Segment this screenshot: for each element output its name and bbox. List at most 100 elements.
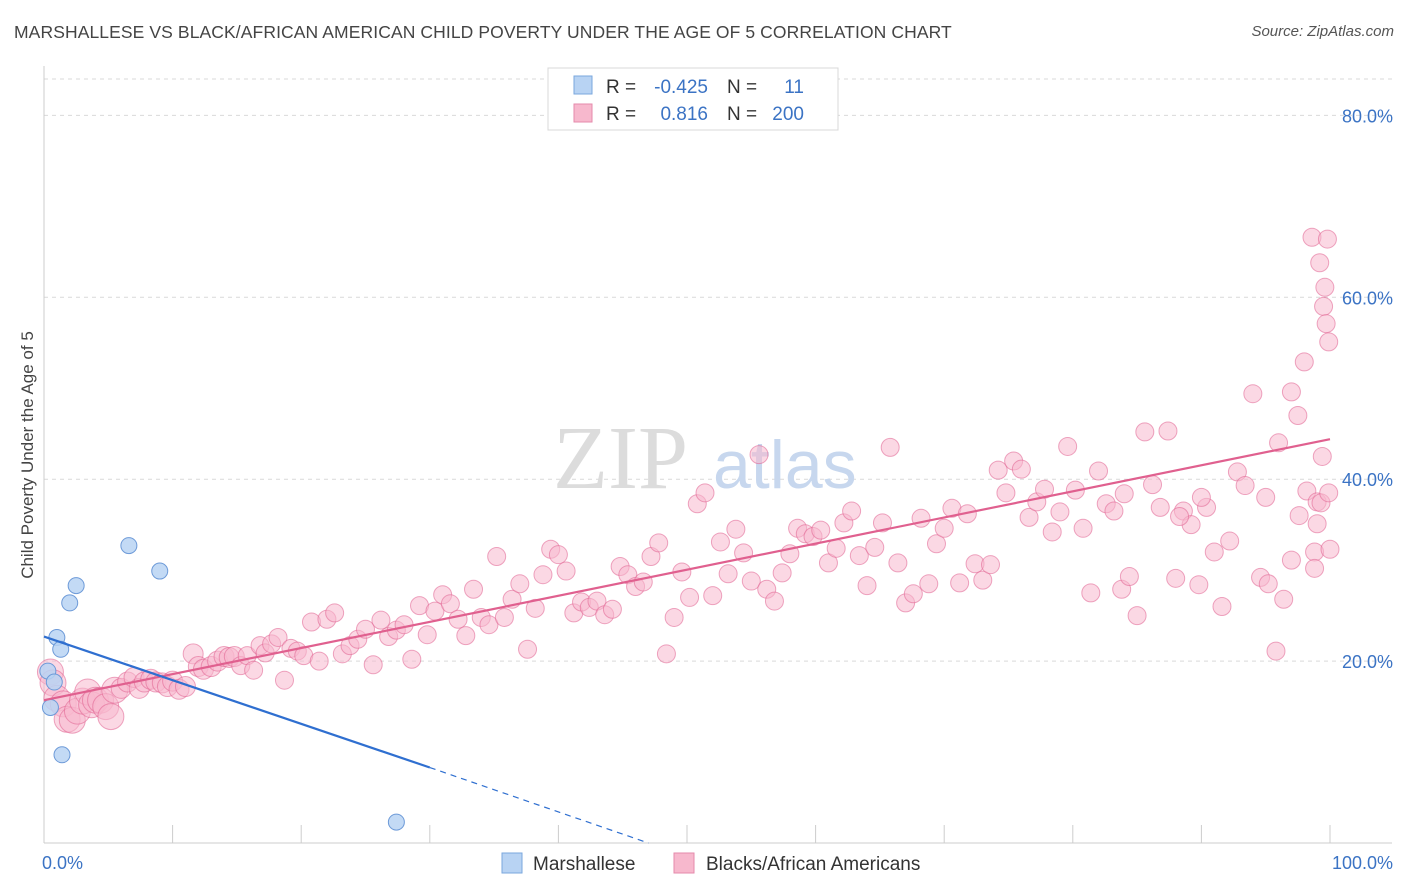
data-point-blacks bbox=[518, 639, 538, 659]
data-point-blacks bbox=[1114, 484, 1134, 504]
data-point-blacks bbox=[1269, 433, 1289, 453]
data-point-blacks bbox=[548, 545, 568, 565]
data-point-blacks bbox=[1305, 558, 1325, 578]
legend-r-label: R = bbox=[606, 104, 636, 125]
data-point-blacks bbox=[1289, 506, 1309, 526]
data-point-blacks bbox=[1204, 542, 1224, 562]
data-point-blacks bbox=[1089, 461, 1109, 481]
y-tick-label: 60.0% bbox=[1342, 288, 1393, 308]
legend-n-label: N = bbox=[727, 77, 757, 98]
data-point-blacks bbox=[525, 598, 545, 618]
data-point-blacks bbox=[1310, 253, 1330, 273]
data-point-blacks bbox=[1312, 446, 1332, 466]
trend-lines bbox=[43, 438, 1331, 844]
data-point-blacks bbox=[872, 513, 892, 533]
data-point-marshallese bbox=[387, 813, 405, 831]
legend-swatch-blacks bbox=[673, 852, 695, 874]
data-point-blacks bbox=[1143, 475, 1163, 495]
data-point-blacks bbox=[718, 564, 738, 584]
x-tick-label: 100.0% bbox=[1332, 853, 1393, 873]
data-point-blacks bbox=[1191, 487, 1211, 507]
data-point-blacks bbox=[973, 570, 993, 590]
data-point-blacks bbox=[1266, 641, 1286, 661]
legend-r-value: -0.425 bbox=[654, 77, 708, 98]
data-point-blacks bbox=[664, 607, 684, 627]
data-point-blacks bbox=[402, 649, 422, 669]
data-point-blacks bbox=[1319, 332, 1339, 352]
data-point-blacks bbox=[417, 625, 437, 645]
y-tick-label: 20.0% bbox=[1342, 652, 1393, 672]
data-point-blacks bbox=[1081, 583, 1101, 603]
data-point-blacks bbox=[1119, 567, 1139, 587]
data-point-blacks bbox=[1050, 502, 1070, 522]
data-point-blacks bbox=[556, 561, 576, 581]
series-blacks-african-americans bbox=[36, 227, 1340, 734]
data-point-marshallese bbox=[67, 577, 85, 595]
legend-label-marshallese: Marshallese bbox=[533, 854, 635, 875]
data-point-blacks bbox=[1212, 597, 1232, 617]
series-legend: Marshallese Blacks/African Americans bbox=[501, 852, 920, 875]
data-point-blacks bbox=[1170, 506, 1190, 526]
legend-r-label: R = bbox=[606, 77, 636, 98]
data-point-blacks bbox=[1127, 606, 1147, 626]
data-point-blacks bbox=[1243, 384, 1263, 404]
data-point-blacks bbox=[1319, 483, 1339, 503]
legend-n-value: 200 bbox=[772, 104, 804, 125]
data-point-blacks bbox=[440, 594, 460, 614]
data-point-blacks bbox=[842, 501, 862, 521]
data-point-marshallese bbox=[151, 562, 169, 580]
series-marshallese bbox=[39, 537, 405, 831]
chart-title: MARSHALLESE VS BLACK/AFRICAN AMERICAN CH… bbox=[14, 22, 952, 42]
data-point-blacks bbox=[656, 644, 676, 664]
axes bbox=[43, 66, 1392, 844]
data-point-blacks bbox=[1256, 487, 1276, 507]
data-point-blacks bbox=[1320, 539, 1340, 559]
data-point-blacks bbox=[1316, 314, 1336, 334]
source-label: Source: ZipAtlas.com bbox=[1251, 23, 1394, 40]
watermark-atlas: atlas bbox=[713, 427, 857, 503]
gridlines bbox=[44, 78, 1392, 662]
data-point-blacks bbox=[325, 603, 345, 623]
data-point-blacks bbox=[1315, 277, 1335, 297]
legend-n-label: N = bbox=[727, 104, 757, 125]
data-point-blacks bbox=[1042, 522, 1062, 542]
data-point-blacks bbox=[741, 571, 761, 591]
data-point-blacks bbox=[1158, 421, 1178, 441]
data-point-blacks bbox=[1281, 382, 1301, 402]
data-point-blacks bbox=[1294, 352, 1314, 372]
data-point-marshallese bbox=[45, 673, 63, 691]
x-tick-label: 0.0% bbox=[42, 853, 83, 873]
data-point-blacks bbox=[301, 612, 321, 632]
tick-labels: 20.0% 40.0% 60.0% 80.0% 0.0% 100.0% bbox=[42, 106, 1393, 873]
data-point-blacks bbox=[1019, 507, 1039, 527]
legend-swatch-pink bbox=[573, 103, 593, 123]
data-point-blacks bbox=[1274, 589, 1294, 609]
data-point-blacks bbox=[456, 626, 476, 646]
data-point-blacks bbox=[533, 565, 553, 585]
data-point-blacks bbox=[464, 579, 484, 599]
data-point-blacks bbox=[448, 609, 468, 629]
y-tick-label: 80.0% bbox=[1342, 106, 1393, 126]
data-point-blacks bbox=[487, 547, 507, 566]
data-point-blacks bbox=[494, 607, 514, 627]
data-point-blacks bbox=[988, 460, 1008, 480]
data-point-marshallese bbox=[41, 698, 59, 716]
data-point-blacks bbox=[1317, 229, 1337, 249]
data-point-blacks bbox=[1073, 518, 1093, 538]
data-point-blacks bbox=[849, 546, 869, 566]
data-point-blacks bbox=[880, 437, 900, 457]
data-point-blacks bbox=[996, 483, 1016, 503]
legend-n-value: 11 bbox=[784, 77, 804, 98]
data-point-blacks bbox=[633, 572, 653, 592]
data-point-blacks bbox=[1281, 550, 1301, 570]
data-point-blacks bbox=[980, 555, 1000, 575]
data-point-blacks bbox=[479, 615, 499, 635]
data-point-blacks bbox=[1104, 501, 1124, 521]
data-point-blacks bbox=[602, 599, 622, 619]
data-point-blacks bbox=[649, 533, 669, 553]
data-point-blacks bbox=[1150, 497, 1170, 517]
data-point-blacks bbox=[826, 538, 846, 558]
data-point-blacks bbox=[268, 627, 288, 647]
data-point-blacks bbox=[174, 676, 196, 698]
